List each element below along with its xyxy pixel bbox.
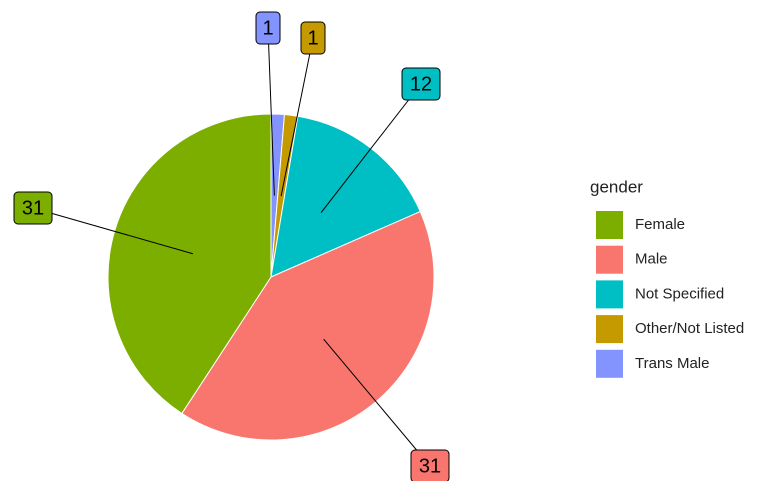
leader-line (32, 207, 194, 255)
legend-label: Female (635, 216, 685, 233)
label-box (255, 11, 281, 45)
data-label: 1 (307, 27, 318, 49)
legend-key (596, 315, 623, 344)
data-label: 31 (22, 197, 44, 219)
legend-key (596, 245, 623, 274)
pie-slice (107, 113, 272, 415)
data-label: 1 (262, 17, 273, 39)
data-label: 31 (419, 455, 441, 477)
legend-label: Male (635, 251, 668, 268)
legend-key (596, 280, 623, 309)
legend-title: gender (590, 177, 643, 196)
data-label: 12 (410, 73, 432, 95)
leader-line (267, 27, 275, 196)
label-box (401, 67, 441, 101)
label-box (13, 191, 53, 225)
leader-line (280, 37, 314, 197)
label-box (300, 21, 326, 55)
legend-label: Not Specified (635, 285, 724, 302)
legend-key (596, 211, 623, 239)
label-box (410, 449, 450, 481)
legend-label: Trans Male (635, 355, 709, 372)
legend-label: Other/Not Listed (635, 320, 744, 337)
legend-key (596, 349, 623, 378)
leader-line (323, 338, 431, 467)
leader-line (320, 83, 422, 213)
